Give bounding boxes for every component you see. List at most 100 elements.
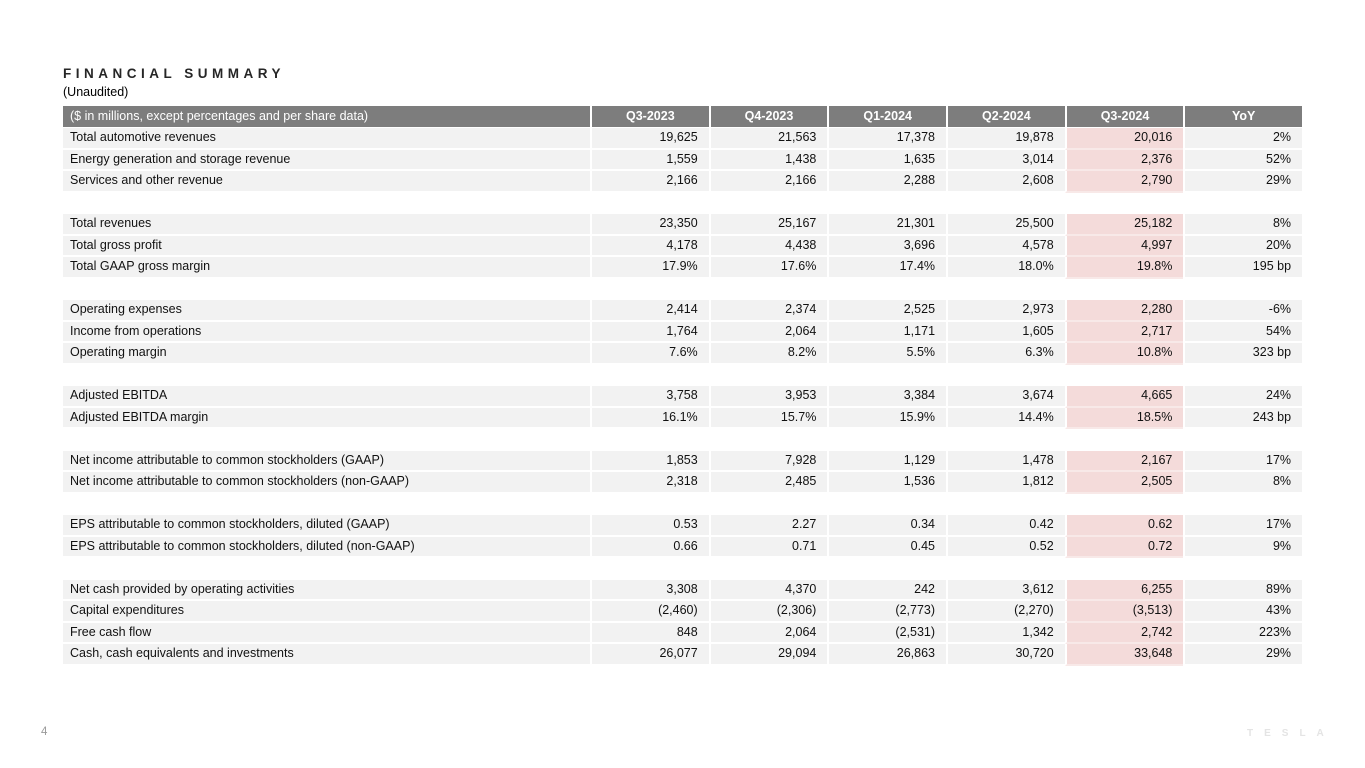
cell-yoy: 17% xyxy=(1183,515,1303,537)
row-label: Adjusted EBITDA xyxy=(63,386,590,408)
cell-q3-2023: 3,308 xyxy=(590,579,709,601)
table-row: Free cash flow 848 2,064 (2,531) 1,342 2,742 2… xyxy=(63,622,1303,644)
page-subtitle: (Unaudited) xyxy=(63,85,129,99)
table-header-label: ($ in millions, except percentages and p… xyxy=(70,109,369,123)
cell-q2-2024: 19,878 xyxy=(946,128,1065,150)
cell-q3-2024: 2,717 xyxy=(1064,321,1184,343)
cell-q4-2023: 2.27 xyxy=(708,515,828,537)
cell-q3-2023: 3,758 xyxy=(590,386,709,408)
cell-yoy: 89% xyxy=(1183,579,1303,601)
row-label: Net income attributable to common stockh… xyxy=(63,472,590,494)
row-label: Services and other revenue xyxy=(63,171,590,193)
cell-q3-2024: 0.62 xyxy=(1064,515,1184,537)
cell-yoy: 52% xyxy=(1183,149,1303,171)
tesla-wordmark-logo: TESLA xyxy=(1247,728,1335,739)
cell-q1-2024: 1,536 xyxy=(827,472,947,494)
cell-q2-2024: 0.42 xyxy=(946,515,1065,537)
cell-q3-2023: 23,350 xyxy=(590,214,709,236)
cell-q3-2024: 19.8% xyxy=(1064,257,1184,279)
table-row: Energy generation and storage revenue 1,5… xyxy=(63,149,1303,171)
row-label: Total GAAP gross margin xyxy=(63,257,590,279)
row-label: Operating expenses xyxy=(63,300,590,322)
cell-yoy: 29% xyxy=(1183,644,1303,666)
row-label: EPS attributable to common stockholders,… xyxy=(63,536,590,558)
cell-yoy: 43% xyxy=(1183,601,1303,623)
cell-q3-2024: 2,376 xyxy=(1064,149,1184,171)
row-label: Net cash provided by operating activitie… xyxy=(63,579,590,601)
cell-q2-2024: 1,605 xyxy=(946,321,1065,343)
table-row: Operating margin 7.6% 8.2% 5.5% 6.3% 10.8% 323… xyxy=(63,343,1303,365)
cell-yoy: 54% xyxy=(1183,321,1303,343)
column-header-q4-2023: Q4-2023 xyxy=(708,106,828,127)
column-header-q1-2024: Q1-2024 xyxy=(827,106,946,127)
table-row: Net income attributable to common stockh… xyxy=(63,450,1303,472)
cell-q3-2024: 4,997 xyxy=(1064,235,1184,257)
cell-yoy: 17% xyxy=(1183,450,1303,472)
cell-q1-2024: 0.34 xyxy=(827,515,947,537)
table-row: EPS attributable to common stockholders,… xyxy=(63,536,1303,558)
cell-q4-2023: 15.7% xyxy=(708,407,828,429)
cell-q1-2024: 17,378 xyxy=(827,128,947,150)
cell-yoy: 24% xyxy=(1183,386,1303,408)
cell-q4-2023: 4,370 xyxy=(708,579,828,601)
cell-q2-2024: 2,973 xyxy=(946,300,1065,322)
cell-q4-2023: 3,953 xyxy=(708,386,828,408)
table-row: Adjusted EBITDA margin 16.1% 15.7% 15.9% 14.… xyxy=(63,407,1303,429)
column-header-q2-2024: Q2-2024 xyxy=(946,106,1065,127)
table-group-spacer xyxy=(63,279,1302,301)
row-label: Adjusted EBITDA margin xyxy=(63,407,590,429)
cell-q4-2023: (2,306) xyxy=(708,601,828,623)
table-row: EPS attributable to common stockholders,… xyxy=(63,515,1303,537)
cell-q3-2023: 2,318 xyxy=(590,472,709,494)
table-row: Net income attributable to common stockh… xyxy=(63,472,1303,494)
cell-q3-2024: 6,255 xyxy=(1064,579,1184,601)
cell-q3-2023: 1,853 xyxy=(590,450,709,472)
table-row: Cash, cash equivalents and investments 26… xyxy=(63,644,1303,666)
column-header-q3-2024: Q3-2024 xyxy=(1064,106,1184,127)
cell-q3-2023: 1,559 xyxy=(590,149,709,171)
cell-q1-2024: 5.5% xyxy=(827,343,947,365)
cell-q4-2023: 2,485 xyxy=(708,472,828,494)
cell-q3-2024: 2,280 xyxy=(1064,300,1184,322)
cell-q2-2024: 1,342 xyxy=(946,622,1065,644)
slide-content: FINANCIAL SUMMARY (Unaudited) ($ in mill… xyxy=(63,66,1303,666)
cell-q1-2024: 1,171 xyxy=(827,321,947,343)
cell-yoy: -6% xyxy=(1183,300,1303,322)
cell-q1-2024: 3,696 xyxy=(827,235,947,257)
table-group-spacer xyxy=(63,429,1302,451)
cell-q3-2024: 10.8% xyxy=(1064,343,1184,365)
cell-q1-2024: 1,635 xyxy=(827,149,947,171)
cell-q4-2023: 8.2% xyxy=(708,343,828,365)
cell-q3-2024: (3,513) xyxy=(1064,601,1184,623)
cell-yoy: 195 bp xyxy=(1183,257,1303,279)
cell-q3-2023: 2,414 xyxy=(590,300,709,322)
row-label: Net income attributable to common stockh… xyxy=(63,450,590,472)
row-label: Total automotive revenues xyxy=(63,128,590,150)
cell-q3-2023: 16.1% xyxy=(590,407,709,429)
cell-q4-2023: 25,167 xyxy=(708,214,828,236)
cell-q2-2024: 30,720 xyxy=(946,644,1065,666)
cell-q3-2023: 1,764 xyxy=(590,321,709,343)
cell-q4-2023: 2,166 xyxy=(708,171,828,193)
cell-q3-2024: 18.5% xyxy=(1064,407,1184,429)
row-label: Income from operations xyxy=(63,321,590,343)
cell-q1-2024: 15.9% xyxy=(827,407,947,429)
cell-q1-2024: 17.4% xyxy=(827,257,947,279)
cell-q4-2023: 1,438 xyxy=(708,149,828,171)
cell-q3-2023: 17.9% xyxy=(590,257,709,279)
cell-q2-2024: (2,270) xyxy=(946,601,1065,623)
row-label: Total revenues xyxy=(63,214,590,236)
cell-q2-2024: 2,608 xyxy=(946,171,1065,193)
table-group-spacer xyxy=(63,193,1302,215)
column-header-q3-2023: Q3-2023 xyxy=(590,106,709,127)
cell-q4-2023: 2,064 xyxy=(708,321,828,343)
cell-q3-2024: 2,505 xyxy=(1064,472,1184,494)
table-row: Total GAAP gross margin 17.9% 17.6% 17.4% 18… xyxy=(63,257,1303,279)
row-label: EPS attributable to common stockholders,… xyxy=(63,515,590,537)
cell-q3-2024: 0.72 xyxy=(1064,536,1184,558)
cell-q2-2024: 3,674 xyxy=(946,386,1065,408)
cell-q4-2023: 29,094 xyxy=(708,644,828,666)
cell-q4-2023: 21,563 xyxy=(708,128,828,150)
cell-q3-2023: (2,460) xyxy=(590,601,709,623)
